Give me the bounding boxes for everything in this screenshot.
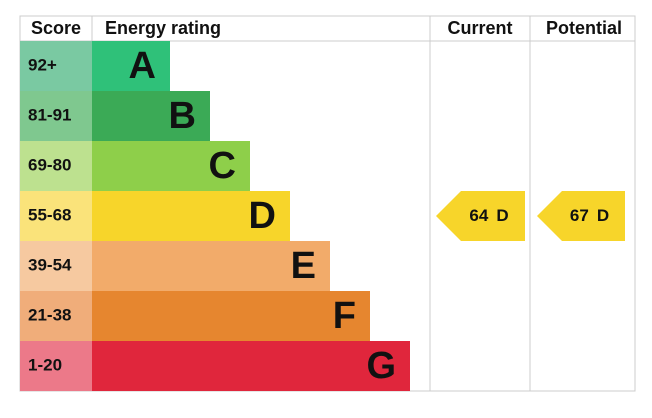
rating-bar	[92, 91, 210, 141]
score-range: 1-20	[28, 355, 62, 374]
score-cell	[20, 241, 92, 291]
current-arrow	[436, 191, 525, 241]
score-range: 81-91	[28, 105, 71, 124]
potential-label: 67 D	[570, 206, 609, 225]
score-range: 69-80	[28, 155, 71, 174]
header-potential: Potential	[546, 18, 622, 38]
current-letter: D	[496, 206, 508, 225]
rating-letter: G	[366, 345, 396, 387]
rating-letter: A	[129, 45, 156, 87]
header-current: Current	[447, 18, 512, 38]
rating-bar	[92, 291, 370, 341]
score-cell	[20, 341, 92, 391]
potential-arrow	[537, 191, 625, 241]
score-cell	[20, 91, 92, 141]
rating-letter: F	[333, 295, 356, 337]
potential-letter: D	[597, 206, 609, 225]
score-cell	[20, 141, 92, 191]
rating-bar	[92, 241, 330, 291]
rating-letter: D	[249, 195, 276, 237]
score-cell	[20, 291, 92, 341]
current-label: 64 D	[469, 206, 508, 225]
score-range: 21-38	[28, 305, 71, 324]
current-value: 64	[469, 206, 488, 225]
rating-bar	[92, 191, 290, 241]
score-range: 39-54	[28, 255, 72, 274]
rating-letter: B	[169, 95, 196, 137]
rating-letter: C	[209, 145, 236, 187]
rating-bar	[92, 141, 250, 191]
score-range: 55-68	[28, 205, 71, 224]
rating-bar	[92, 341, 410, 391]
rating-bar	[92, 41, 170, 91]
header-score: Score	[31, 18, 81, 38]
header-energy-rating: Energy rating	[105, 18, 221, 38]
score-cell	[20, 191, 92, 241]
rating-letter: E	[291, 245, 316, 287]
potential-value: 67	[570, 206, 589, 225]
score-cell	[20, 41, 92, 91]
score-range: 92+	[28, 55, 57, 74]
